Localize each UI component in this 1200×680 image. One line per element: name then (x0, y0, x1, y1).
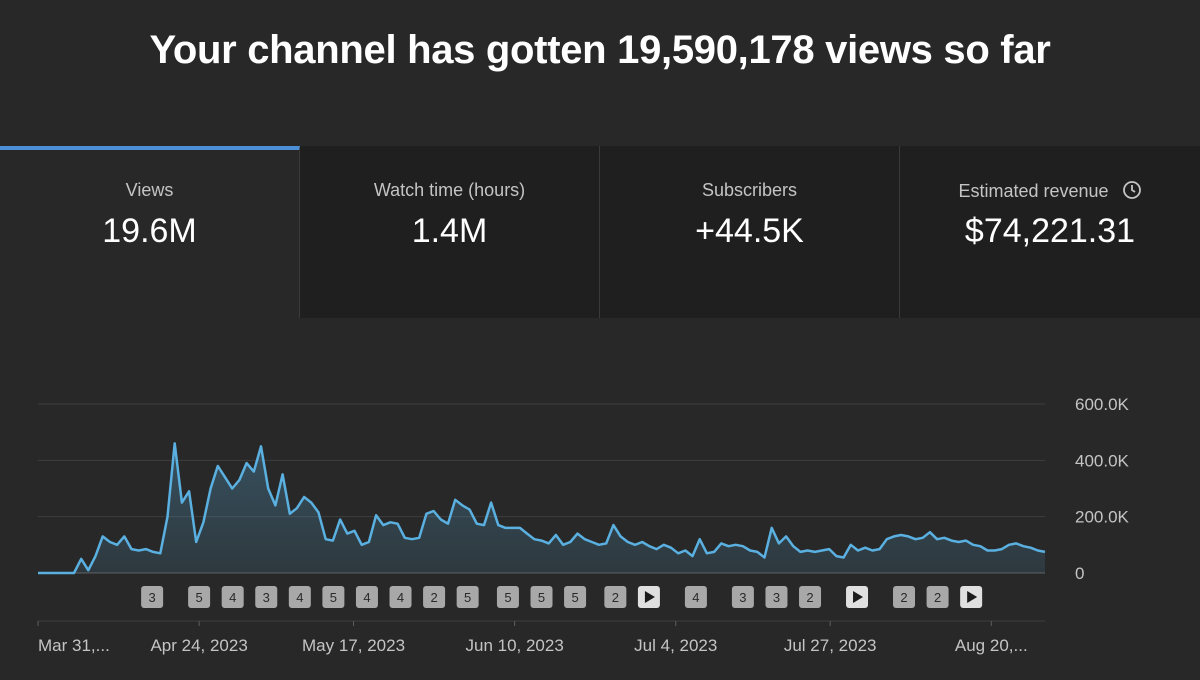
x-tick-label: Apr 24, 2023 (150, 636, 247, 655)
x-tick-label: Aug 20,... (955, 636, 1028, 655)
video-marker[interactable] (893, 586, 916, 608)
video-marker[interactable] (322, 586, 345, 608)
views-label: Views (125, 180, 174, 200)
video-marker-count: 4 (692, 590, 699, 605)
video-marker-count: 2 (430, 590, 437, 605)
views-area (38, 443, 1045, 573)
subscribers-label: Subscribers (701, 180, 798, 200)
video-marker-count: 2 (934, 590, 941, 605)
watch-time-value: 1.4M (411, 212, 488, 250)
video-marker-count: 5 (571, 590, 578, 605)
play-icon (853, 591, 864, 603)
video-marker[interactable] (288, 586, 311, 608)
tab-subscribers[interactable]: Subscribers +44.5K (600, 146, 900, 318)
y-tick-label: 600.0K (1075, 395, 1130, 414)
video-marker-count: 5 (196, 590, 203, 605)
video-marker[interactable] (926, 586, 949, 608)
video-marker-count: 3 (739, 590, 746, 605)
video-marker[interactable] (188, 586, 211, 608)
video-marker-count: 5 (504, 590, 511, 605)
video-marker[interactable] (255, 586, 278, 608)
video-marker[interactable] (799, 586, 822, 608)
video-marker-count: 5 (538, 590, 545, 605)
x-tick-label: Mar 31,... (38, 636, 110, 655)
page-title: Your channel has gotten 19,590,178 views… (149, 28, 1051, 72)
play-icon (644, 591, 655, 603)
video-marker-count: 4 (363, 590, 370, 605)
metric-tabs: Views 19.6M Watch time (hours) 1.4M Subs… (0, 146, 1200, 318)
y-tick-label: 0 (1075, 564, 1084, 583)
video-marker-count: 3 (773, 590, 780, 605)
play-icon (967, 591, 978, 603)
video-marker[interactable] (389, 586, 412, 608)
subscribers-value: +44.5K (695, 212, 804, 250)
views-value: 19.6M (102, 212, 197, 250)
y-tick-label: 200.0K (1075, 508, 1130, 527)
tab-views[interactable]: Views 19.6M (0, 146, 300, 318)
video-marker-count: 5 (330, 590, 337, 605)
views-line (38, 442, 1046, 575)
video-marker-count: 3 (149, 590, 156, 605)
x-tick-label: May 17, 2023 (302, 636, 405, 655)
video-marker[interactable] (765, 586, 788, 608)
video-marker-count: 4 (296, 590, 303, 605)
x-tick-label: Jul 27, 2023 (784, 636, 877, 655)
video-marker-count: 2 (900, 590, 907, 605)
video-marker[interactable] (141, 586, 164, 608)
revenue-label: Estimated revenue (958, 181, 1109, 201)
tab-watch-time[interactable]: Watch time (hours) 1.4M (300, 146, 600, 318)
video-marker[interactable] (221, 586, 244, 608)
video-marker-count: 3 (263, 590, 270, 605)
watch-time-label: Watch time (hours) (373, 180, 526, 200)
video-marker[interactable] (530, 586, 553, 608)
video-marker-count: 4 (229, 590, 236, 605)
video-marker[interactable] (496, 586, 519, 608)
video-marker[interactable] (456, 586, 479, 608)
clock-icon[interactable] (1122, 180, 1142, 205)
video-marker-count: 2 (806, 590, 813, 605)
video-marker[interactable] (423, 586, 446, 608)
video-marker-count: 5 (464, 590, 471, 605)
revenue-value: $74,221.31 (964, 212, 1136, 250)
tab-estimated-revenue[interactable]: Estimated revenue $74,221.31 (900, 146, 1200, 318)
video-marker-count: 2 (612, 590, 619, 605)
video-marker[interactable] (604, 586, 627, 608)
video-marker[interactable] (564, 586, 587, 608)
video-marker[interactable] (684, 586, 707, 608)
y-tick-label: 400.0K (1075, 451, 1130, 470)
video-marker[interactable] (355, 586, 378, 608)
video-marker-count: 4 (397, 590, 404, 605)
video-marker[interactable] (731, 586, 754, 608)
x-tick-label: Jul 4, 2023 (634, 636, 717, 655)
views-chart: 0 200.0K 400.0K 600.0K 3 5 4 3 4 5 4 4 2 5 5 5 5 2 4 3 3 2 2 2 M… (37, 395, 1130, 655)
x-tick-label: Jun 10, 2023 (465, 636, 563, 655)
